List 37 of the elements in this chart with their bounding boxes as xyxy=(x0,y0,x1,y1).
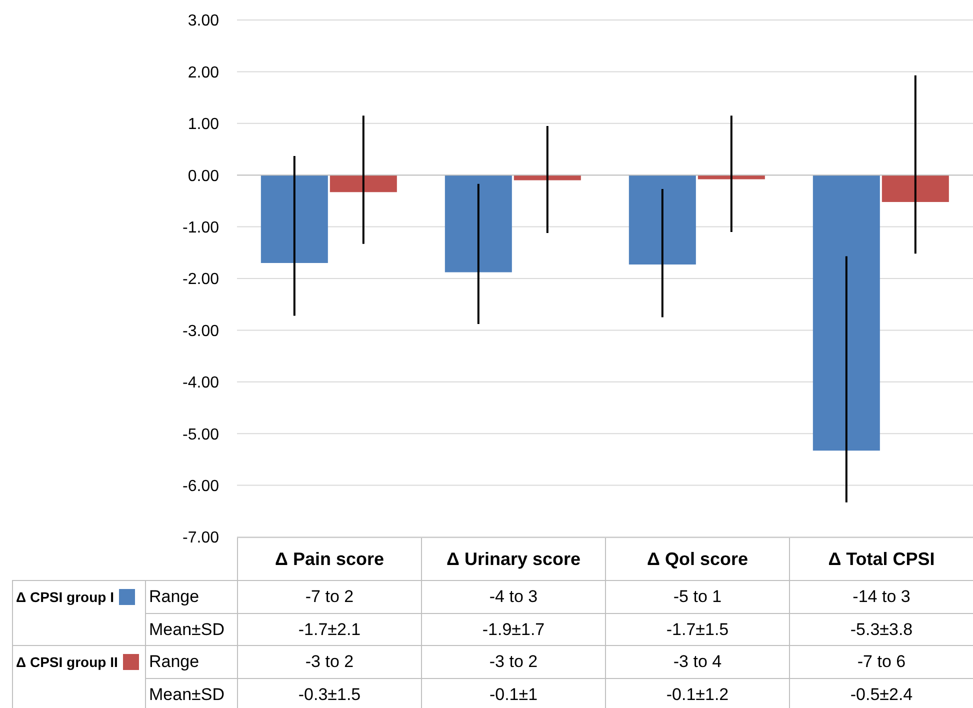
data-label: -0.5±2.4 xyxy=(790,678,973,708)
data-label: -1.7±2.1 xyxy=(238,614,422,646)
text: Range xyxy=(146,580,238,614)
x-tick-label: Δ Urinary score xyxy=(422,538,606,580)
data-label: -1.9±1.7 xyxy=(422,614,606,646)
y-tick-label: -6.00 xyxy=(182,478,220,495)
y-tick-label: -1.00 xyxy=(182,219,220,236)
text: -14 to 3 xyxy=(790,580,973,614)
data-label: -0.3±1.5 xyxy=(238,678,422,708)
y-tick-label: -3.00 xyxy=(182,322,220,340)
y-tick-label: 0.00 xyxy=(188,168,220,185)
y-tick-label: -4.00 xyxy=(182,374,220,392)
x-tick-label: Δ Total CPSI xyxy=(790,538,973,580)
text: -7 to 6 xyxy=(790,646,973,678)
x-tick-label: Δ Pain score xyxy=(238,538,422,580)
text: Mean±SD xyxy=(149,684,224,704)
legend-label: Δ CPSI group I xyxy=(16,589,114,605)
text: -3 to 4 xyxy=(606,646,790,678)
y-tick-label: -7.00 xyxy=(182,530,220,547)
y-tick-label: 3.00 xyxy=(188,12,220,30)
text: -4 to 3 xyxy=(422,580,606,614)
text: -7 to 2 xyxy=(238,580,422,614)
y-tick-label: -2.00 xyxy=(182,271,220,288)
text: -3 to 2 xyxy=(422,646,606,678)
data-label: -0.1±1 xyxy=(422,678,606,708)
text: Mean±SD xyxy=(146,614,238,646)
legend-label: Δ CPSI group II xyxy=(16,654,118,670)
data-label: -1.7±1.5 xyxy=(606,614,790,646)
data-label: -0.1±1.2 xyxy=(606,678,790,708)
data-label: -5.3±3.8 xyxy=(790,614,973,646)
text: -3 to 2 xyxy=(238,646,422,678)
y-tick-label: 2.00 xyxy=(188,64,220,82)
text: -5 to 1 xyxy=(606,580,790,614)
text: Range xyxy=(149,652,200,671)
y-tick-label: 1.00 xyxy=(188,116,220,134)
y-tick-label: -5.00 xyxy=(182,426,220,444)
x-tick-label: Δ Qol score xyxy=(606,538,790,580)
